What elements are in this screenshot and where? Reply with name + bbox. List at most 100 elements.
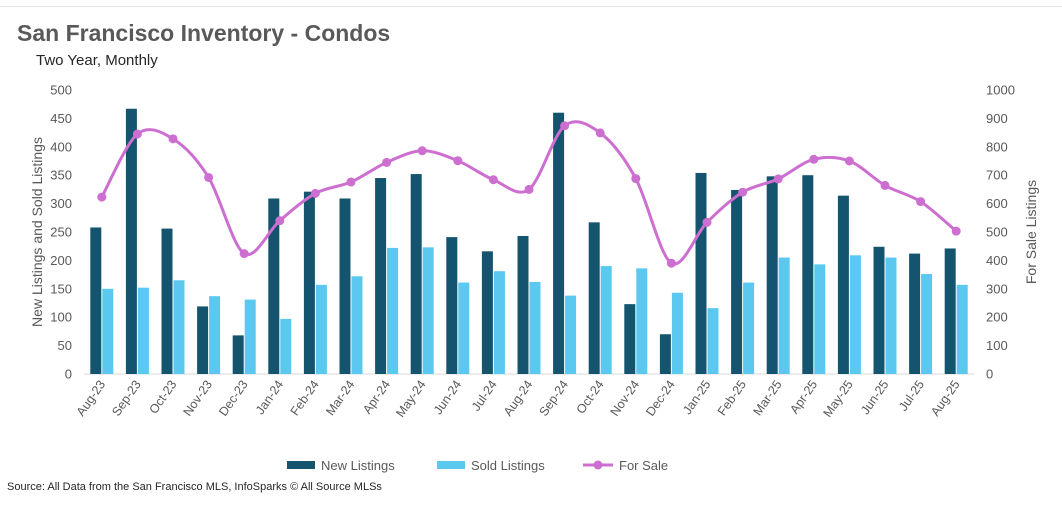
x-tick-label: Aug-25 (928, 378, 963, 419)
bar-new-listings (339, 198, 351, 374)
bar-sold-listings (458, 282, 470, 374)
right-tick-label: 700 (986, 168, 1008, 183)
right-tick-label: 500 (986, 225, 1008, 240)
for-sale-point (809, 154, 819, 164)
bar-sold-listings (137, 287, 149, 374)
for-sale-point (168, 134, 178, 144)
bar-new-listings (553, 112, 565, 374)
bar-new-listings (588, 222, 600, 374)
x-tick-label: Apr-25 (787, 378, 820, 417)
for-sale-point (97, 192, 107, 202)
bar-sold-listings (173, 280, 185, 374)
right-tick-label: 800 (986, 139, 1008, 154)
right-tick-label: 900 (986, 111, 1008, 126)
bar-sold-listings (315, 284, 327, 374)
right-tick-label: 200 (986, 310, 1008, 325)
x-tick-label: Mar-24 (323, 378, 357, 419)
for-sale-point (773, 174, 783, 184)
right-tick-label: 600 (986, 196, 1008, 211)
line-series (97, 120, 961, 268)
left-tick-label: 250 (50, 225, 72, 240)
bar-new-listings (410, 174, 422, 374)
x-tick-label: Dec-24 (643, 378, 678, 419)
legend-label-sold-listings: Sold Listings (471, 458, 545, 473)
for-sale-point (951, 226, 961, 236)
left-axis-ticks: 0 50 100 150 200 250 300 350 400 450 500 (50, 83, 72, 382)
x-tick-label: Jan-25 (680, 378, 713, 417)
x-tick-label: Apr-24 (360, 378, 393, 417)
bar-new-listings (909, 253, 921, 374)
left-tick-label: 450 (50, 111, 72, 126)
right-tick-label: 1000 (986, 83, 1015, 98)
x-tick-label: Nov-24 (608, 378, 643, 419)
bar-sold-listings (885, 257, 897, 374)
x-tick-label: Sep-23 (109, 378, 144, 419)
bar-sold-listings (814, 264, 826, 374)
for-sale-point (880, 180, 890, 190)
left-tick-label: 150 (50, 281, 72, 296)
right-tick-label: 400 (986, 253, 1008, 268)
x-tick-label: Oct-23 (146, 378, 179, 417)
x-tick-label: Nov-23 (180, 378, 215, 419)
x-tick-label: Jul-24 (469, 378, 500, 414)
x-axis-ticks: Aug-23 Sep-23 Oct-23 Nov-23 Dec-23 Jan-24 Feb-… (74, 378, 963, 420)
bar-new-listings (90, 227, 102, 374)
left-tick-label: 100 (50, 310, 72, 325)
bar-new-listings (125, 108, 137, 374)
left-tick-label: 350 (50, 168, 72, 183)
bar-new-listings (268, 198, 280, 374)
x-tick-label: Feb-25 (715, 378, 749, 419)
for-sale-point (524, 184, 534, 194)
bar-new-listings (659, 334, 671, 374)
bar-new-listings (232, 335, 244, 374)
right-axis-ticks: 0 100 200 300 400 500 600 700 800 900 1000 (986, 83, 1015, 382)
bar-sold-listings (565, 295, 577, 374)
source-note: Source: All Data from the San Francisco … (7, 481, 382, 493)
left-tick-label: 300 (50, 196, 72, 211)
bar-sold-listings (921, 274, 933, 374)
for-sale-point (488, 175, 498, 185)
bar-new-listings (837, 195, 849, 374)
bar-series (90, 108, 968, 374)
bar-sold-listings (636, 268, 648, 374)
bar-new-listings (481, 251, 493, 374)
x-tick-label: May-24 (393, 378, 428, 420)
for-sale-point (453, 156, 463, 166)
legend-swatch-new-listings (287, 461, 315, 469)
bar-sold-listings (387, 247, 399, 374)
bar-new-listings (802, 175, 814, 374)
for-sale-point (310, 188, 320, 198)
bar-sold-listings (529, 281, 541, 374)
right-tick-label: 300 (986, 281, 1008, 296)
for-sale-point (666, 258, 676, 268)
x-tick-label: May-25 (820, 378, 855, 420)
for-sale-point (595, 128, 605, 138)
x-tick-label: Jun-25 (858, 378, 891, 417)
x-tick-label: Sep-24 (536, 378, 571, 419)
bar-new-listings (375, 178, 387, 374)
bar-sold-listings (956, 284, 968, 374)
bar-sold-listings (600, 266, 612, 374)
bar-new-listings (446, 237, 458, 374)
bar-sold-listings (244, 299, 256, 374)
for-sale-point (560, 121, 570, 131)
legend-swatch-sold-listings (437, 461, 465, 469)
bar-new-listings (197, 306, 209, 374)
legend: New Listings Sold Listings For Sale (287, 458, 668, 473)
bar-sold-listings (778, 257, 790, 374)
x-tick-label: Aug-24 (501, 378, 536, 419)
bar-sold-listings (493, 271, 505, 374)
bar-sold-listings (849, 255, 861, 374)
bar-sold-listings (351, 276, 363, 374)
left-tick-label: 50 (58, 338, 72, 353)
bar-sold-listings (280, 318, 292, 374)
bar-sold-listings (209, 296, 221, 374)
left-axis-title: New Listings and Sold Listings (29, 137, 45, 327)
for-sale-point (738, 187, 748, 197)
left-tick-label: 500 (50, 83, 72, 98)
for-sale-point (204, 172, 214, 182)
bar-new-listings (873, 246, 885, 374)
x-tick-label: Oct-24 (574, 378, 607, 417)
for-sale-point (916, 197, 926, 207)
